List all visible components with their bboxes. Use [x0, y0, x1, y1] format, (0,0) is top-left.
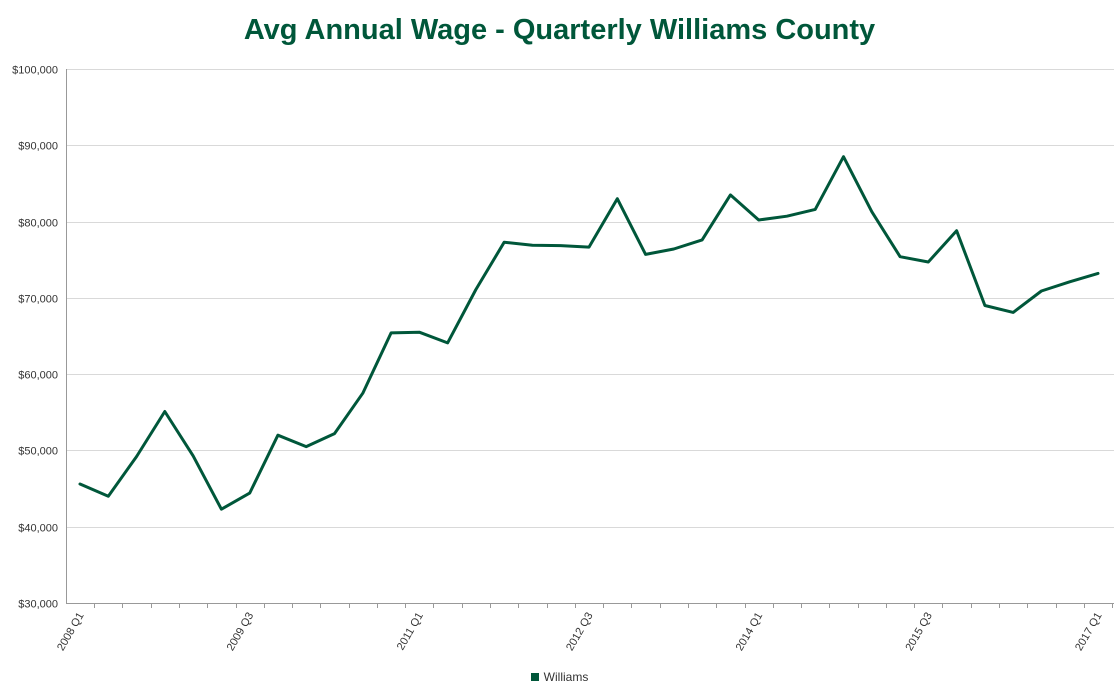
chart-title: Avg Annual Wage - Quarterly Williams Cou… [243, 14, 876, 46]
x-tick-label: 2009 Q3 [225, 611, 256, 654]
y-tick-label: $90,000 [18, 141, 58, 153]
x-tick-label: 2012 Q3 [564, 611, 595, 654]
y-tick-label: $70,000 [18, 294, 58, 306]
x-tick-label: 2017 Q1 [1073, 611, 1104, 654]
y-tick-label: $50,000 [18, 446, 58, 458]
legend-label-williams: Williams [543, 670, 589, 684]
gridlines [66, 69, 1114, 528]
y-tick-label: $100,000 [12, 65, 58, 77]
y-axis-tick-labels: $30,000 $40,000 $50,000 $60,000 $70,000 $80,0… [12, 65, 58, 611]
y-tick-label: $60,000 [18, 370, 58, 382]
x-axis-tick-labels: 2008 Q1 2009 Q3 2011 Q1 2012 Q3 2014 Q1 2015 … [55, 611, 1104, 654]
y-tick-label: $80,000 [18, 218, 58, 230]
x-tick-label: 2015 Q3 [903, 611, 934, 654]
y-tick-label: $40,000 [18, 523, 58, 535]
x-tick-label: 2014 Q1 [734, 611, 765, 654]
legend-swatch-williams [530, 673, 539, 681]
axes [66, 69, 1114, 608]
y-tick-label: $30,000 [18, 599, 58, 611]
x-tick-label: 2011 Q1 [395, 611, 426, 653]
legend[interactable]: Williams [0, 670, 1119, 684]
x-tick-label: 2008 Q1 [55, 611, 86, 654]
series-layer [78, 155, 1100, 511]
series-line-williams [78, 155, 1100, 511]
